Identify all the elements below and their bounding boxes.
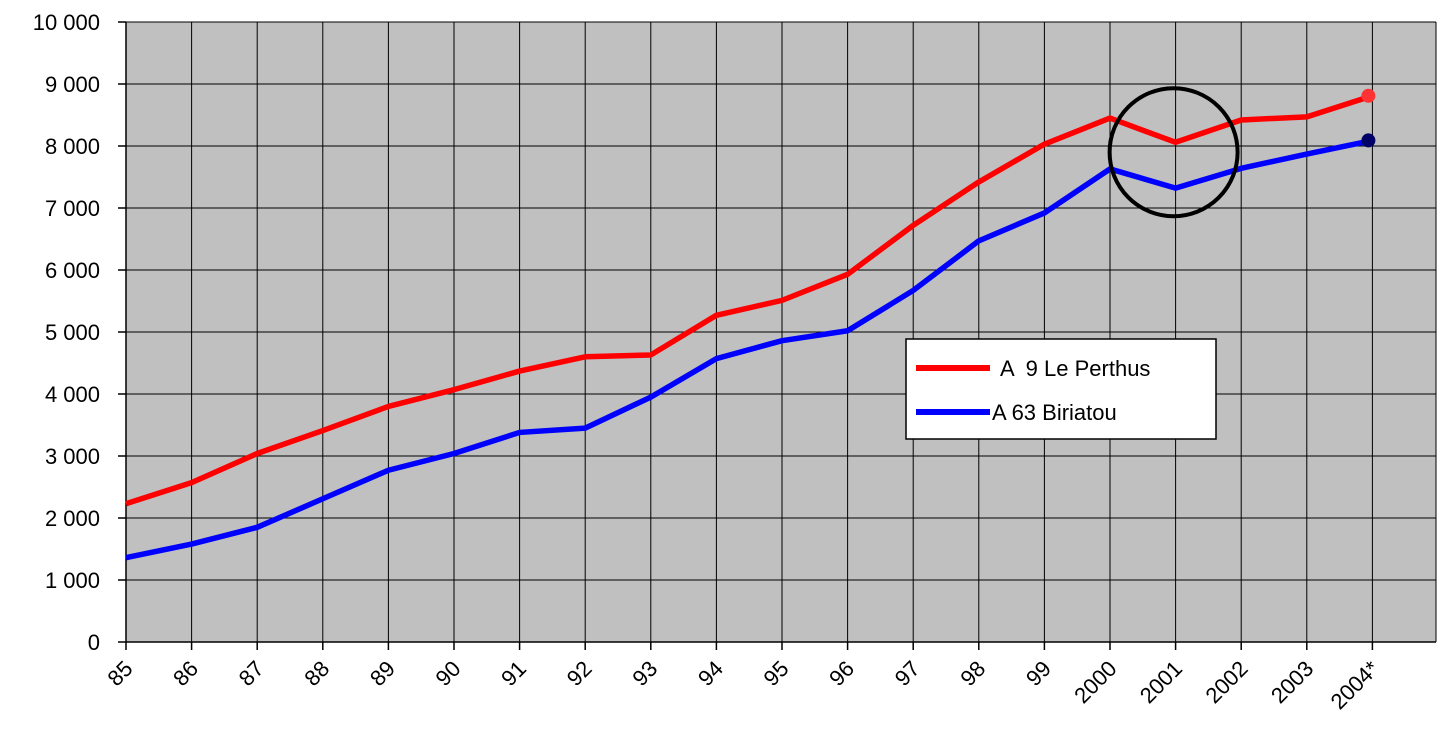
annotation-circle: [1107, 86, 1240, 219]
x-tick-label: 97: [890, 656, 925, 691]
x-tick-label: 96: [824, 656, 859, 691]
series-line-1: [125, 137, 1373, 561]
y-tick-label: 5 000: [45, 320, 100, 345]
y-tick-label: 3 000: [45, 444, 100, 469]
x-tick-label: 2000: [1069, 656, 1121, 708]
y-tick-label: 0: [88, 630, 100, 655]
y-tick-label: 6 000: [45, 258, 100, 283]
y-axis-ticks: 0 1 000 2 000 3 000 4 000 5 000 6 000 7 000 8 00…: [33, 10, 126, 655]
x-tick-label: 89: [365, 656, 400, 691]
x-tick-label: 85: [103, 656, 138, 691]
y-tick-label: 10 000: [33, 10, 100, 35]
gridlines: [125, 21, 1437, 643]
y-tick-label: 9 000: [45, 72, 100, 97]
x-tick-label: 94: [693, 656, 728, 691]
x-tick-label: 86: [168, 656, 203, 691]
x-tick-label: 99: [1021, 656, 1056, 691]
x-tick-label: 87: [234, 656, 269, 691]
series-end-point-0: [1361, 88, 1376, 103]
legend-box: [905, 338, 1217, 440]
series-lines: [125, 88, 1376, 561]
x-tick-label: 91: [496, 656, 531, 691]
x-tick-label: 92: [562, 656, 597, 691]
legend-label-a9: A 9 Le Perthus: [1000, 356, 1150, 381]
x-tick-label: 2001: [1135, 656, 1187, 708]
y-tick-label: 8 000: [45, 134, 100, 159]
x-axis-ticks: 85 86 87 88 89 90 91 92 93 94 95 96 97 98 99 2000 2001 20…: [103, 642, 1385, 715]
y-tick-label: 2 000: [45, 506, 100, 531]
series-line-0: [125, 93, 1374, 507]
x-tick-label: 2003: [1266, 656, 1318, 708]
x-tick-label: 90: [431, 656, 466, 691]
legend-label-a63: A 63 Biriatou: [992, 400, 1117, 425]
x-tick-label: 95: [759, 656, 794, 691]
legend: A 9 Le Perthus A 63 Biriatou: [905, 338, 1217, 440]
x-tick-label: 88: [299, 656, 334, 691]
series-end-point-1: [1361, 133, 1376, 148]
x-tick-label: 93: [627, 656, 662, 691]
y-tick-label: 1 000: [45, 568, 100, 593]
y-tick-label: 7 000: [45, 196, 100, 221]
x-tick-label: 2004*: [1326, 656, 1385, 715]
x-tick-label: 2002: [1200, 656, 1252, 708]
x-tick-label: 98: [955, 656, 990, 691]
y-tick-label: 4 000: [45, 382, 100, 407]
highlight-circle: [1107, 86, 1240, 219]
